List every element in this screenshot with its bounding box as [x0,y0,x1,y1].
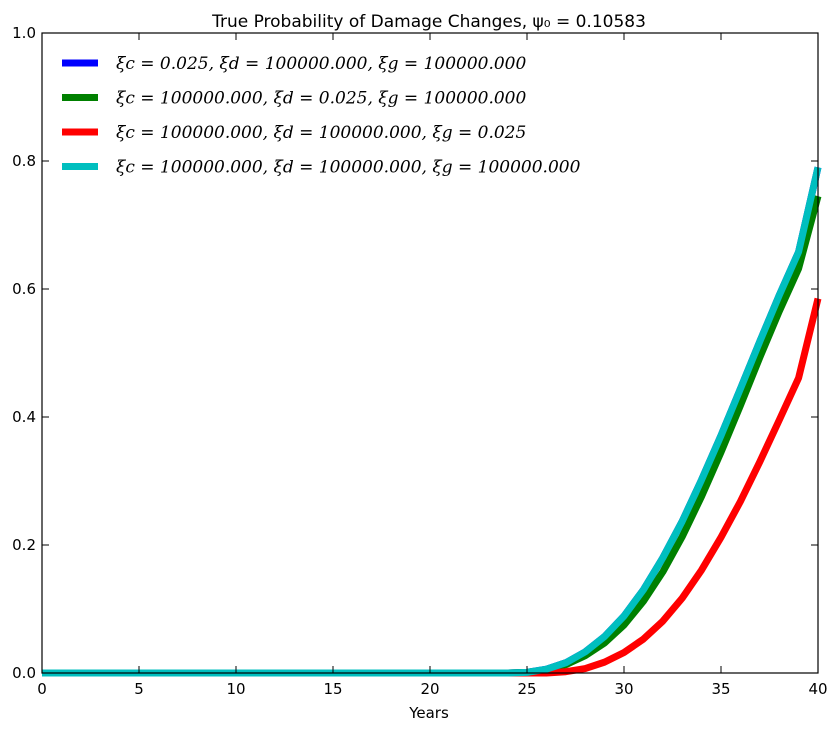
y-tick-label: 0.6 [12,280,36,298]
y-tick-label: 0.4 [12,408,36,426]
y-axis: 0.0 0.2 0.4 0.6 0.8 1.0 [12,24,818,682]
legend-label-2: ξc = 100000.000, ξd = 0.025, ξg = 100000… [116,89,526,109]
x-tick-label: 5 [134,680,144,698]
x-tick-label: 25 [517,680,536,698]
x-tick-label: 15 [323,680,342,698]
legend-label-3: ξc = 100000.000, ξd = 100000.000, ξg = 0… [116,123,526,143]
series-line-1 [42,166,822,677]
y-tick-label: 1.0 [12,24,36,42]
y-tick-label: 0.8 [12,152,36,170]
series-line-4 [42,166,822,677]
x-tick-label: 35 [711,680,730,698]
x-tick-label: 20 [420,680,439,698]
chart-title: True Probability of Damage Changes, ψ₀ =… [211,12,646,32]
legend-label-4: ξc = 100000.000, ξd = 100000.000, ξg = 1… [116,158,581,178]
x-tick-label: 0 [37,680,47,698]
legend: ξc = 0.025, ξd = 100000.000, ξg = 100000… [62,54,581,178]
x-tick-label: 30 [614,680,633,698]
legend-label-1: ξc = 0.025, ξd = 100000.000, ξg = 100000… [116,54,526,74]
y-tick-label: 0.2 [12,536,36,554]
y-tick-label: 0.0 [12,664,36,682]
x-tick-label: 40 [808,680,827,698]
series-line-2 [42,195,822,677]
x-axis: 0 5 10 15 20 25 30 35 40 [37,33,828,698]
x-tick-label: 10 [226,680,245,698]
series-layer [42,166,822,677]
x-axis-label: Years [408,704,449,722]
